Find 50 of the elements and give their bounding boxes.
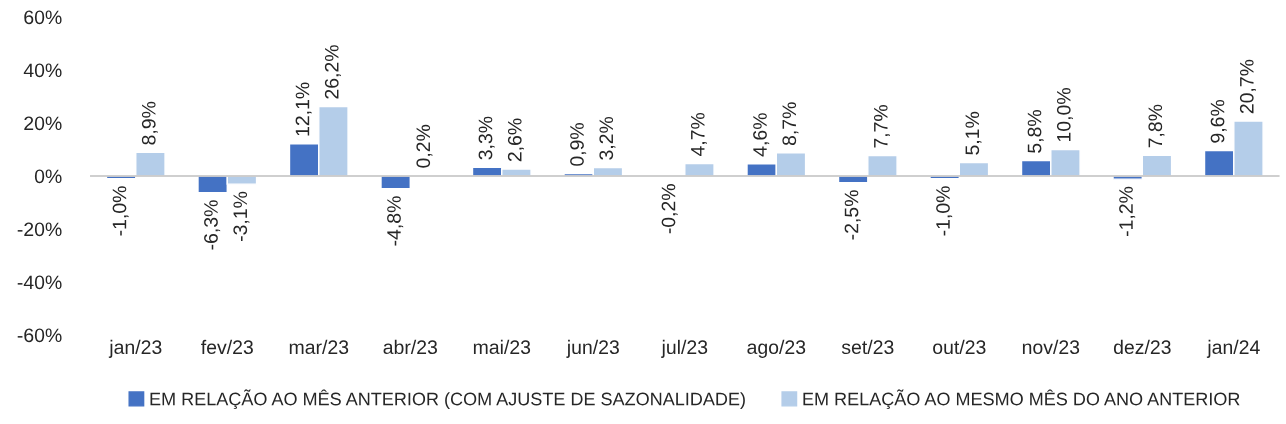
data-label: 10,0% [1056, 88, 1073, 142]
x-tick-label: nov/23 [1022, 339, 1080, 355]
data-label: 4,6% [753, 113, 770, 157]
data-label: 5,8% [1027, 110, 1044, 153]
data-label: 26,2% [324, 45, 341, 99]
x-tick-label: set/23 [841, 339, 894, 355]
data-label: 8,9% [141, 101, 158, 145]
x-tick-label: ago/23 [747, 339, 806, 358]
data-label: -4,8% [387, 196, 404, 246]
x-tick-label: abr/23 [383, 339, 437, 355]
data-label: 3,2% [599, 116, 616, 160]
data-label: 20,7% [1239, 59, 1256, 114]
x-tick-label: jul/23 [661, 339, 708, 358]
y-tick-label: 40% [23, 63, 62, 78]
data-label: 0,2% [416, 124, 433, 168]
data-label: -3,1% [233, 191, 250, 242]
x-tick-label: mar/23 [289, 339, 349, 355]
y-tick-label: -20% [17, 222, 62, 237]
x-tick-label: mai/23 [473, 339, 531, 355]
data-label: -0,2% [661, 184, 678, 234]
x-tick-label: jan/23 [108, 339, 162, 358]
legend-label: EM RELAÇÃO AO MESMO MÊS DO ANO ANTERIOR [803, 389, 1240, 410]
x-tick-label: dez/23 [1113, 339, 1171, 355]
y-tick-label: 60% [24, 10, 62, 25]
data-label: -6,3% [204, 200, 221, 250]
data-label: 9,6% [1210, 99, 1227, 143]
data-label: 4,7% [690, 112, 707, 157]
data-label: -1,2% [1119, 186, 1136, 237]
data-label: 8,7% [782, 102, 799, 146]
y-tick-label: 20% [24, 116, 62, 131]
data-label: -1,0% [112, 186, 129, 236]
x-tick-label: jan/24 [1206, 339, 1260, 358]
x-tick-label: out/23 [933, 339, 986, 355]
x-tick-label: jun/23 [566, 339, 619, 358]
data-label: 7,8% [1148, 104, 1165, 148]
data-label: -2,5% [844, 190, 861, 240]
y-tick-label: 0% [34, 169, 62, 184]
y-tick-label: -60% [17, 328, 62, 343]
bar [135, 151, 166, 177]
data-label: 12,1% [295, 82, 312, 136]
legend-label: EM RELAÇÃO AO MÊS ANTERIOR (COM AJUSTE DE SAZONALIDADE) [150, 389, 745, 410]
data-label: 7,7% [873, 104, 890, 148]
y-tick-label: -40% [17, 275, 62, 290]
data-label: 3,3% [478, 116, 495, 160]
data-label: 0,9% [570, 123, 587, 166]
data-label: -1,0% [936, 186, 953, 236]
x-tick-label: fev/23 [201, 339, 253, 355]
data-label: 2,6% [507, 118, 524, 162]
data-label: 5,1% [965, 111, 982, 155]
bar [867, 154, 898, 177]
